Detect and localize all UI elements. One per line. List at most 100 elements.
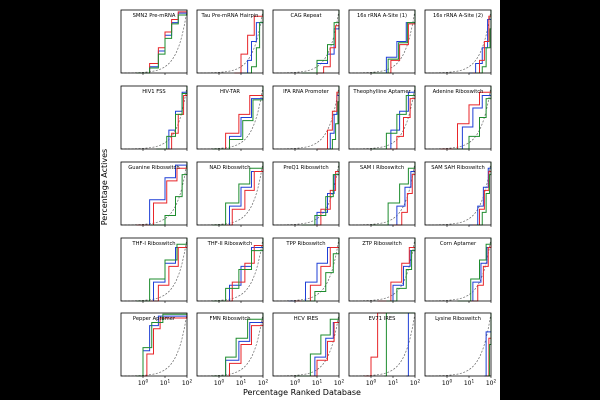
panel-title: EV71 IRES (369, 316, 396, 322)
panel: SMN2 Pre-mRNA (120, 9, 188, 75)
panel-frame (196, 161, 264, 226)
panel: 16s rRNA A-Site (1) (348, 9, 416, 75)
series-line-red (219, 162, 264, 226)
x-tick-label: 102 (410, 379, 421, 388)
series-line-blue (469, 162, 492, 226)
panel-frame (348, 161, 416, 226)
panel: Theophylline Aptamer (348, 85, 416, 151)
panel-frame (424, 312, 492, 377)
panel-grid: SMN2 Pre-mRNA Tau Pre-mRNA Hairpin CAG Rep… (120, 9, 496, 388)
series-line-red (234, 10, 264, 74)
panel-title: 16s rRNA A-Site (1) (357, 13, 407, 19)
series-line-blue (377, 86, 416, 150)
series-line-red (219, 238, 264, 302)
series-line-red (377, 10, 416, 74)
y-axis-label: Percentage Actives (100, 149, 109, 225)
series-line-green (301, 162, 340, 226)
panel-title: THF-II Riboswitch (207, 241, 253, 247)
series-line-green (301, 238, 340, 302)
panel: HCV IRES 100 101 102 (272, 312, 345, 388)
series-line-blue (447, 86, 492, 150)
panel: Tau Pre-mRNA Hairpin (196, 9, 264, 75)
panel-title: Adenine Riboswitch (433, 89, 484, 95)
panel-frame (272, 161, 340, 226)
panel-title: Lysine Riboswitch (435, 316, 481, 322)
panel-frame (272, 9, 340, 74)
series-line-red (469, 238, 492, 302)
series-line-red (136, 10, 188, 74)
series-line-green (212, 86, 264, 150)
series-line-green (371, 86, 416, 150)
x-axis-label: Percentage Ranked Database (243, 388, 361, 397)
x-tick-label: 101 (388, 379, 399, 388)
panel-title: Pepper Aptamer (133, 316, 176, 322)
panel-title: HIV1 FSS (142, 89, 165, 95)
series-line-green (212, 313, 264, 377)
x-tick-label: 100 (366, 379, 377, 388)
panel: Lysine Riboswitch 100 101 102 (424, 312, 496, 388)
series-line-blue (386, 162, 416, 226)
series-line-red (305, 313, 340, 377)
panel: PreQ1 Riboswitch (272, 161, 340, 227)
panel-title: Guanine Riboswitch (128, 165, 179, 171)
panel: FMN Riboswitch 100 101 102 (196, 312, 268, 388)
x-tick-label: 100 (290, 379, 301, 388)
panel: Corn Aptamer (424, 237, 492, 303)
series-line-green (475, 162, 492, 226)
panel-frame (424, 85, 492, 150)
series-line-green (136, 238, 188, 302)
series-line-red (472, 162, 492, 226)
series-line-red (317, 86, 340, 150)
series-line-red (472, 10, 492, 74)
panel-frame (348, 237, 416, 302)
panel-frame (196, 312, 264, 377)
series-line-red (136, 162, 188, 226)
series-line-green (136, 313, 188, 377)
panel: IFA RNA Promoter (272, 85, 340, 151)
series-line-red (212, 313, 264, 377)
panel-frame (120, 161, 188, 226)
panel-frame (272, 85, 340, 150)
x-tick-label: 100 (138, 379, 149, 388)
series-line-green (295, 313, 340, 377)
panel: ZTP Riboswitch (348, 237, 416, 303)
panel-title: PreQ1 Riboswitch (283, 165, 328, 171)
panel-title: Corn Aptamer (440, 241, 477, 247)
x-tick-label: 101 (464, 379, 475, 388)
panel-frame (348, 9, 416, 74)
series-line-green (301, 10, 340, 74)
panel: Pepper Aptamer 100 101 102 (120, 312, 192, 388)
panel: EV71 IRES 100 101 102 (348, 312, 421, 388)
series-line-green (371, 162, 416, 226)
series-line-red (386, 86, 416, 150)
series-line-red (212, 86, 264, 150)
x-tick-label: 101 (160, 379, 171, 388)
series-line-green (371, 10, 416, 74)
series-line-red (393, 162, 416, 226)
series-line-green (386, 238, 416, 302)
series-line-red (310, 162, 340, 226)
series-line-blue (136, 162, 188, 226)
series-line-red (440, 86, 492, 150)
x-tick-label: 102 (334, 379, 345, 388)
series-line-red (377, 238, 416, 302)
panel-title: FMN Riboswitch (209, 316, 250, 322)
panel-title: CAG Repeat (290, 13, 321, 19)
panel: HIV-TAR (196, 85, 264, 151)
x-tick-label: 100 (214, 379, 225, 388)
panel-frame (424, 9, 492, 74)
panel-frame (424, 237, 492, 302)
panel: TPP Riboswitch (272, 237, 340, 303)
panel: NAD Riboswitch (196, 161, 264, 227)
panel-title: SAM SAH Riboswitch (431, 165, 485, 171)
panel-title: NAD Riboswitch (209, 165, 250, 171)
panel-title: ZTP Riboswitch (362, 241, 402, 247)
x-tick-label: 101 (236, 379, 247, 388)
panel-title: TPP Riboswitch (285, 241, 325, 247)
series-line-green (244, 10, 264, 74)
series-line-red (310, 10, 340, 74)
x-tick-label: 100 (442, 379, 453, 388)
series-line-blue (212, 238, 264, 302)
series-line-green (149, 162, 188, 226)
